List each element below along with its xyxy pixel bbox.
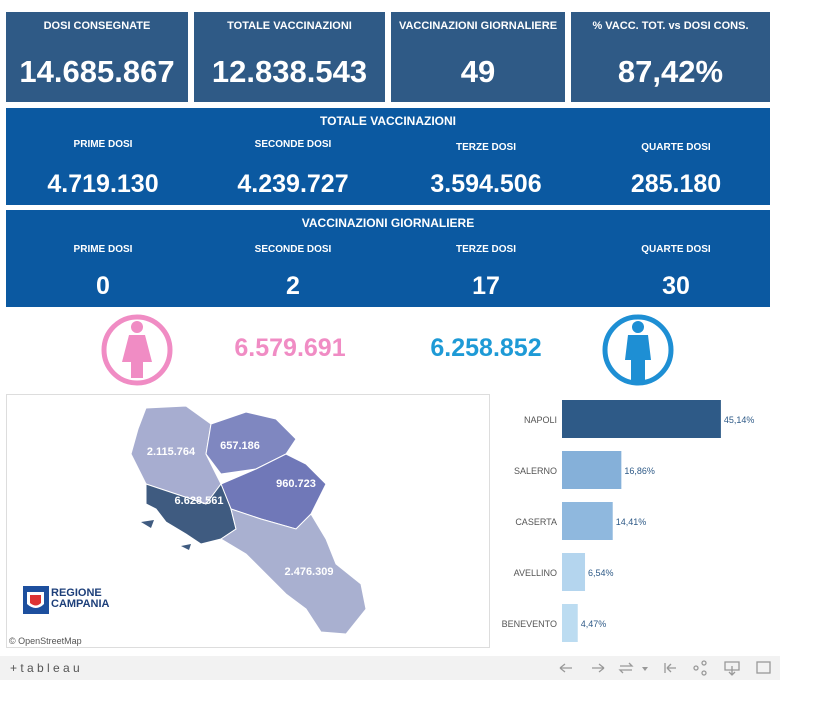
- bar: [562, 553, 586, 591]
- panel-value: 17: [472, 272, 500, 300]
- region-label: 6.628.561: [175, 495, 224, 507]
- undo-icon[interactable]: [559, 663, 572, 673]
- totale-panel: TOTALE VACCINAZIONI PRIME DOSI 4.719.130 SE…: [6, 108, 770, 205]
- panel-label: QUARTE DOSI: [641, 142, 711, 153]
- male-body: [625, 335, 651, 382]
- female-ring: [101, 314, 173, 386]
- panel-label: SECONDE DOSI: [254, 244, 332, 255]
- toolbar-bg: [0, 656, 780, 680]
- panel-label: PRIME DOSI: [73, 244, 133, 255]
- redo-icon[interactable]: [592, 663, 605, 673]
- bar: [562, 451, 622, 489]
- share-icon[interactable]: [701, 670, 707, 676]
- male-count: 6.258.852: [430, 334, 541, 362]
- kpi-title: % VACC. TOT. vs DOSI CONS.: [592, 20, 749, 32]
- panel-value: 4.239.727: [237, 170, 349, 198]
- region-label: 657.186: [220, 440, 260, 452]
- panel-value: 2: [286, 272, 300, 300]
- dropdown-icon[interactable]: [642, 667, 648, 671]
- kpi-value: 12.838.543: [211, 54, 368, 89]
- kpi-value: 49: [460, 54, 496, 89]
- male-ring: [602, 314, 674, 386]
- revert-icon[interactable]: [618, 662, 634, 674]
- kpi-value: 14.685.867: [19, 54, 175, 89]
- kpi-card: % VACC. TOT. vs DOSI CONS. 87,42%: [571, 12, 770, 102]
- bar-value-label: 45,14%: [724, 415, 755, 425]
- panel-value: 4.719.130: [47, 170, 159, 198]
- bar-value-label: 14,41%: [616, 517, 647, 527]
- share-icon[interactable]: [701, 660, 707, 666]
- region-salerno: [220, 508, 367, 635]
- bar-category: SALERNO: [514, 466, 557, 476]
- toolbar: + t a b l e a u: [0, 656, 780, 680]
- bar-category: NAPOLI: [524, 415, 557, 425]
- reset-icon[interactable]: [664, 663, 676, 673]
- attribution: © OpenStreetMap: [9, 636, 82, 646]
- kpi-value: 87,42%: [617, 54, 724, 89]
- female-count: 6.579.691: [234, 334, 345, 362]
- bar-chart: NAPOLI 45,14% SALERNO 16,86% CASERTA 14,41% AV…: [502, 400, 755, 642]
- region-label: 2.115.764: [147, 446, 196, 458]
- map: 2.115.764 657.186 960.723 6.628.561 2.476.30…: [6, 394, 490, 648]
- panel-label: TERZE DOSI: [455, 244, 516, 255]
- island: [141, 520, 154, 528]
- region-label: 960.723: [276, 478, 316, 490]
- panel-label: TERZE DOSI: [455, 142, 516, 153]
- island: [181, 544, 191, 550]
- bar-category: AVELLINO: [514, 568, 557, 578]
- region-label: 2.476.309: [285, 566, 334, 578]
- panel-label: SECONDE DOSI: [254, 139, 332, 150]
- panel-value: 0: [96, 272, 110, 300]
- bar-value-label: 4,47%: [581, 619, 607, 629]
- kpi-card: VACCINAZIONI GIORNALIERE 49: [391, 12, 565, 102]
- panel-title: TOTALE VACCINAZIONI: [320, 114, 456, 128]
- logo-text: REGIONE: [51, 587, 102, 599]
- fullscreen-icon[interactable]: [756, 661, 771, 674]
- share-icon[interactable]: [693, 665, 699, 671]
- panel-label: PRIME DOSI: [73, 139, 133, 150]
- panel-value: 3.594.506: [430, 170, 542, 198]
- logo-text: CAMPANIA: [51, 598, 110, 610]
- bar-category: CASERTA: [515, 517, 557, 527]
- panel-value: 30: [662, 272, 690, 300]
- kpi-title: VACCINAZIONI GIORNALIERE: [398, 20, 558, 32]
- female-body: [122, 335, 152, 378]
- bar-value-label: 16,86%: [624, 466, 655, 476]
- bar-value-label: 6,54%: [588, 568, 614, 578]
- kpi-title: DOSI CONSEGNATE: [43, 20, 151, 32]
- gender-row: 6.579.691 6.258.852: [101, 314, 674, 386]
- kpi-card: DOSI CONSEGNATE 14.685.867: [6, 12, 188, 102]
- panel-title: VACCINAZIONI GIORNALIERE: [301, 216, 475, 230]
- download-icon[interactable]: [724, 661, 740, 676]
- giornaliere-panel: VACCINAZIONI GIORNALIERE PRIME DOSI 0 SECON…: [6, 210, 770, 307]
- panel-label: QUARTE DOSI: [641, 244, 711, 255]
- kpi-card: TOTALE VACCINAZIONI 12.838.543: [194, 12, 385, 102]
- kpi-title: TOTALE VACCINAZIONI: [227, 20, 352, 32]
- female-head: [131, 321, 143, 333]
- bar: [562, 604, 578, 642]
- bar: [562, 502, 613, 540]
- bar: [562, 400, 721, 438]
- tableau-brand: + t a b l e a u: [10, 661, 80, 675]
- panel-value: 285.180: [630, 170, 722, 198]
- male-head: [632, 321, 644, 333]
- bar-category: BENEVENTO: [502, 619, 557, 629]
- logo-shield: [30, 595, 41, 606]
